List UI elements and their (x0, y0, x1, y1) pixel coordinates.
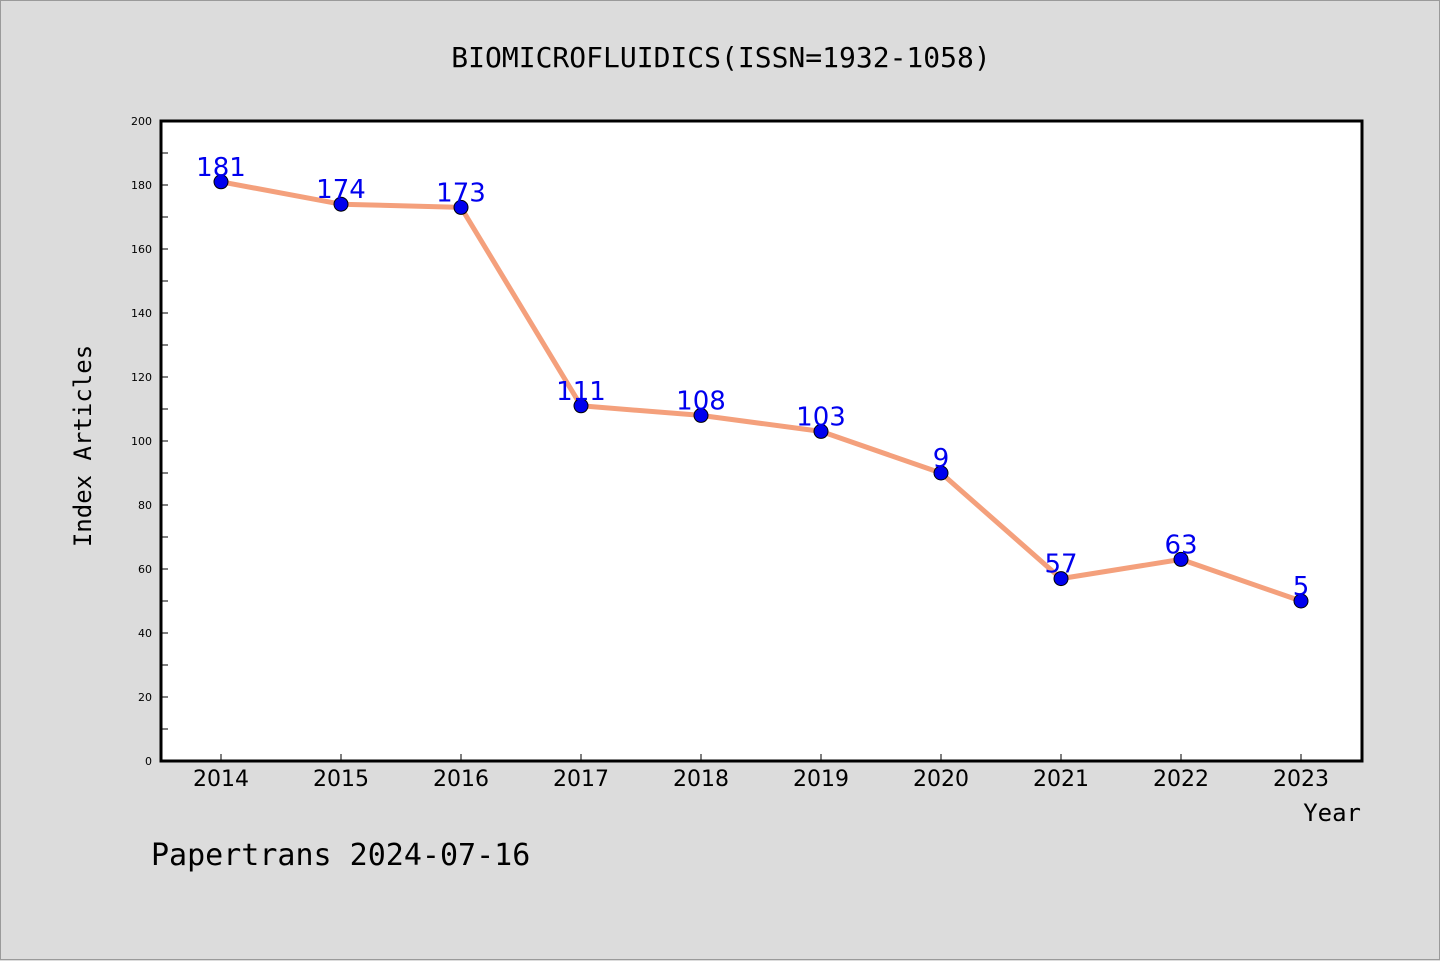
data-label: 9 (933, 444, 950, 474)
data-points (213, 174, 1309, 609)
x-tick-label: 2017 (553, 767, 609, 792)
data-point (813, 423, 829, 439)
data-label: 63 (1164, 530, 1197, 560)
data-label: 173 (436, 178, 486, 208)
y-tick-label: 180 (131, 179, 152, 192)
x-tick-label: 2016 (433, 767, 489, 792)
data-point (693, 407, 709, 423)
y-axis-label: Index Articles (69, 345, 97, 547)
y-tick-label: 100 (131, 435, 152, 448)
data-label: 103 (796, 402, 846, 432)
data-point (453, 199, 469, 215)
data-point (1173, 551, 1189, 567)
x-tick-label: 2023 (1273, 767, 1329, 792)
data-point (933, 465, 949, 481)
data-label: 108 (676, 386, 726, 416)
y-tick-label: 200 (131, 115, 152, 128)
y-tick-label: 80 (138, 499, 152, 512)
y-tick-label: 140 (131, 307, 152, 320)
x-tick-label: 2014 (193, 767, 249, 792)
data-label: 5 (1293, 572, 1310, 602)
x-tick-label: 2018 (673, 767, 729, 792)
x-tick-label: 2015 (313, 767, 369, 792)
data-point (333, 196, 349, 212)
data-point (1053, 571, 1069, 587)
x-axis-label: Year (1303, 799, 1361, 827)
chart-title: BIOMICROFLUIDICS(ISSN=1932-1058) (451, 41, 990, 74)
data-point (573, 398, 589, 414)
data-label: 111 (556, 377, 606, 407)
y-tick-label: 160 (131, 243, 152, 256)
x-tick-label: 2021 (1033, 767, 1089, 792)
y-tick-label: 120 (131, 371, 152, 384)
plot-area (159, 119, 1364, 763)
x-tick-label: 2022 (1153, 767, 1209, 792)
footer-credit: Papertrans 2024-07-16 (151, 838, 530, 873)
data-point (213, 174, 229, 190)
data-point (1293, 593, 1309, 609)
data-label: 181 (196, 153, 246, 183)
data-label: 174 (316, 175, 366, 205)
x-axis: 2014 2015 2016 2017 2018 2019 2020 2021 2022 2023 (193, 754, 1329, 792)
series-line (220, 179, 1302, 604)
y-tick-label: 40 (138, 627, 152, 640)
data-labels: 181 174 173 111 108 103 9 57 63 5 (196, 153, 1309, 602)
y-tick-label: 20 (138, 691, 152, 704)
x-tick-label: 2020 (913, 767, 969, 792)
data-label: 57 (1044, 550, 1077, 580)
y-tick-label: 60 (138, 563, 152, 576)
y-tick-label: 0 (145, 755, 152, 768)
x-tick-label: 2019 (793, 767, 849, 792)
y-axis: 0 20 40 60 80 100 120 140 160 180 200 (131, 115, 168, 768)
